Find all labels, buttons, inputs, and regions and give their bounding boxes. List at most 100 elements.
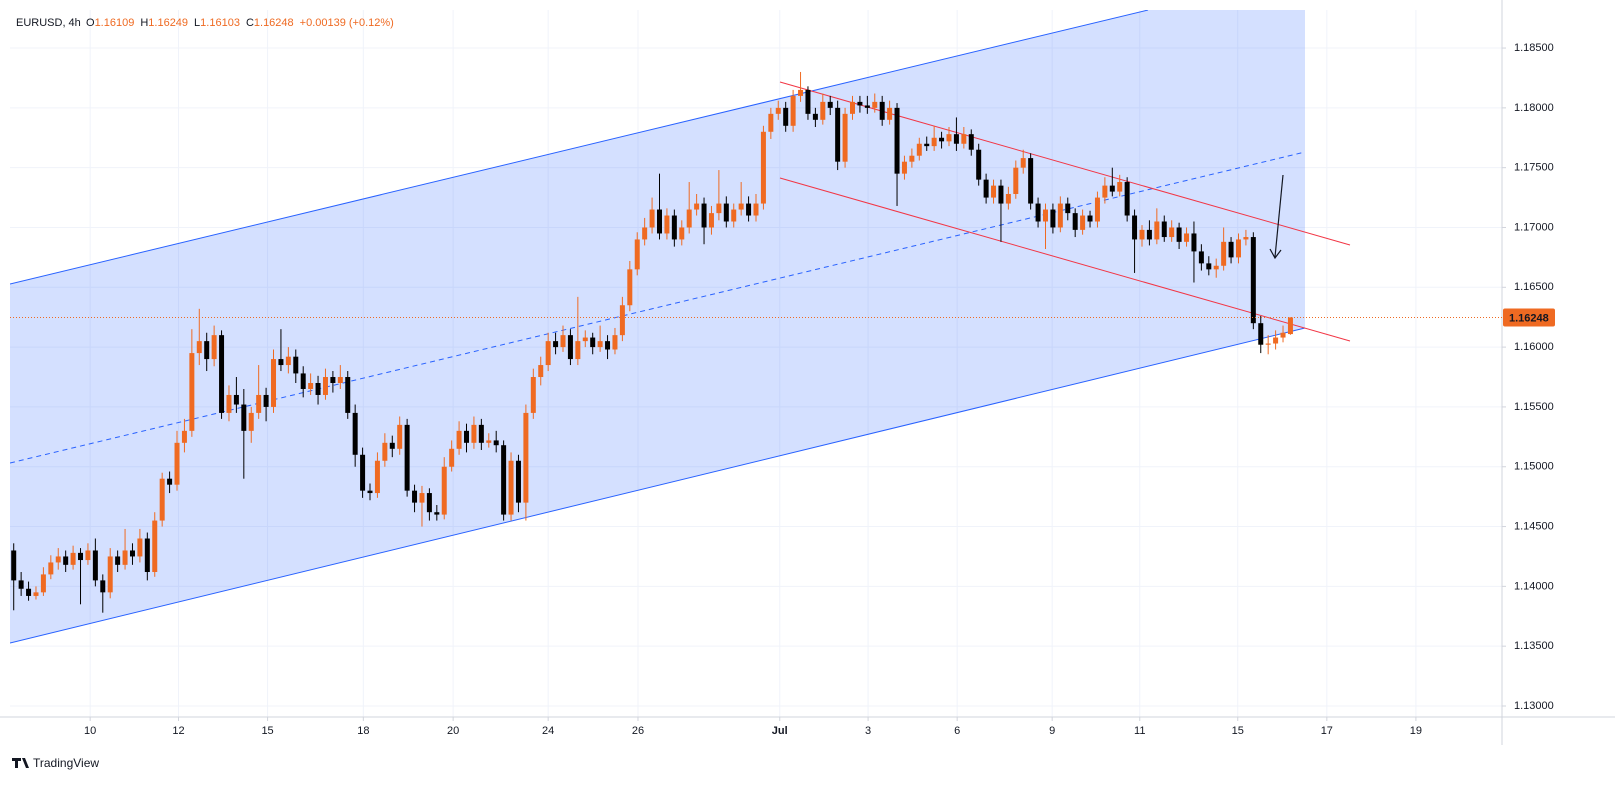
candle-body: [1176, 227, 1182, 242]
candle-body: [174, 442, 180, 485]
candle-body: [805, 89, 811, 114]
legend-label: L: [194, 17, 200, 29]
legend-value: 1.16109: [95, 17, 135, 29]
candle-body: [1042, 209, 1048, 222]
candle-body: [1273, 337, 1279, 344]
candle-body: [107, 556, 113, 593]
arrow-shaft: [1274, 174, 1284, 258]
candle-body: [768, 113, 774, 132]
y-tick-label: 1.13500: [1514, 640, 1554, 652]
grid: [10, 10, 1502, 717]
brand-name: TradingView: [33, 756, 99, 770]
candle-body: [708, 213, 714, 228]
arrow-head: [1269, 248, 1282, 260]
candle-body: [538, 365, 544, 378]
candle-body: [1072, 213, 1078, 230]
candle-body: [901, 161, 907, 174]
candle-body: [464, 430, 470, 443]
candle-body: [360, 454, 366, 491]
candle-body: [746, 203, 752, 216]
candle-body: [122, 550, 128, 565]
candle-body: [322, 377, 328, 395]
candle-body: [820, 101, 826, 120]
x-tick-label: 18: [357, 725, 369, 737]
candle-body: [1154, 221, 1160, 240]
arrow: [1269, 174, 1284, 260]
candle-body: [953, 134, 959, 144]
candle-body: [1235, 239, 1241, 258]
candle-body: [760, 131, 766, 204]
y-tick-label: 1.15000: [1514, 461, 1554, 473]
candle-body: [1287, 317, 1293, 335]
candle-body: [1013, 167, 1019, 194]
candle-body: [931, 137, 937, 147]
candle-body: [1080, 215, 1086, 230]
legend-label: C: [246, 17, 254, 29]
candle-body: [545, 341, 551, 366]
candle-body: [1184, 233, 1190, 242]
candle-body: [263, 394, 269, 407]
candle-body: [129, 550, 135, 557]
last-price-label: 1.16248: [1509, 312, 1549, 324]
candle-body: [1258, 323, 1264, 345]
candle-body: [152, 520, 158, 573]
candle-body: [657, 209, 663, 234]
candle-body: [627, 269, 633, 306]
x-tick-label: Jul: [772, 725, 788, 737]
candle-body: [1280, 332, 1286, 338]
candle-body: [1250, 237, 1256, 324]
candle-body: [857, 101, 863, 106]
x-tick-label: 10: [84, 725, 96, 737]
candle-body: [887, 107, 893, 120]
candle-body: [144, 538, 150, 573]
candle-body: [701, 203, 707, 228]
candle-body: [879, 101, 885, 120]
candle-body: [159, 478, 165, 521]
candle-body: [337, 377, 343, 383]
candle-body: [619, 305, 625, 336]
candle-body: [582, 337, 588, 342]
candle-body: [1161, 221, 1167, 238]
candle-body: [181, 430, 187, 443]
candle-body: [1020, 158, 1026, 168]
candle-body: [605, 341, 611, 350]
candle-body: [115, 556, 121, 565]
candle-body: [211, 335, 217, 360]
candle-body: [18, 580, 24, 589]
y-tick-label: 1.16500: [1514, 281, 1554, 293]
x-tick-label: 15: [1232, 725, 1244, 737]
candle-body: [946, 134, 952, 142]
candle-body: [553, 341, 559, 348]
candle-body: [219, 335, 225, 413]
legend-symbol: EURUSD, 4h: [16, 17, 81, 29]
legend: EURUSD, 4h O1.16109 H1.16249 L1.16103 C1.16…: [16, 17, 394, 29]
x-tick-label: 12: [172, 725, 184, 737]
candle-body: [998, 185, 1004, 204]
candle-body: [471, 424, 477, 443]
candle-body: [775, 107, 781, 114]
candle-body: [137, 538, 143, 557]
y-tick-label: 1.14500: [1514, 520, 1554, 532]
candle-body: [612, 335, 618, 350]
candle-body: [196, 341, 202, 354]
candle-body: [694, 203, 700, 210]
channel-upper: [10, 10, 1149, 285]
channel-fill: [10, 10, 1305, 643]
y-tick-label: 1.18000: [1514, 102, 1554, 114]
legend-value: 1.16103: [200, 17, 240, 29]
candle-body: [330, 377, 336, 383]
candle-body: [916, 143, 922, 156]
candle-body: [983, 179, 989, 198]
y-tick-label: 1.18500: [1514, 42, 1554, 54]
candle-body: [961, 134, 967, 144]
candle-body: [716, 203, 722, 214]
candle-body: [849, 101, 855, 114]
candle-body: [167, 478, 173, 485]
x-tick-label: 11: [1134, 725, 1145, 737]
candle-body: [976, 149, 982, 180]
candle-body: [679, 227, 685, 240]
candle-body: [48, 562, 54, 575]
candle-body: [300, 373, 306, 389]
candle-body: [412, 490, 418, 503]
candle-body: [11, 550, 17, 581]
